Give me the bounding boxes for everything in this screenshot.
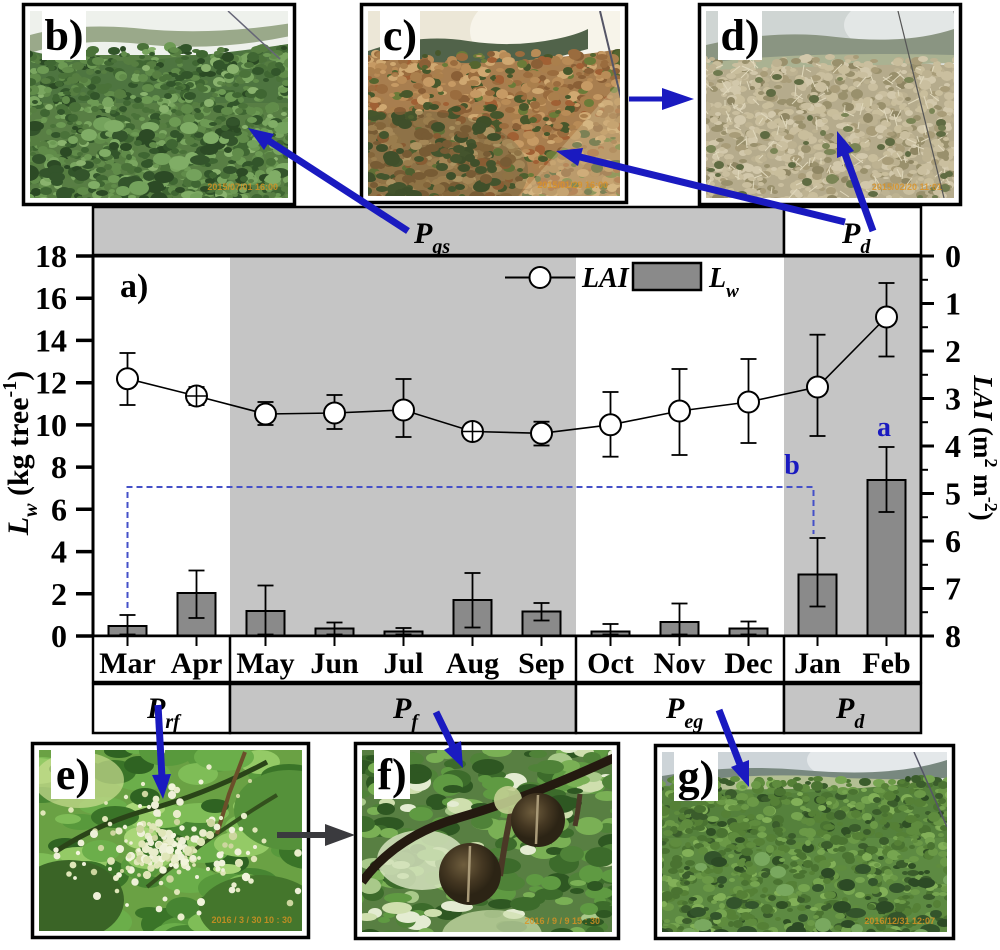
svg-text:5: 5 [945, 476, 961, 512]
svg-text:a: a [877, 412, 891, 443]
svg-text:Jun: Jun [310, 647, 359, 680]
svg-text:18: 18 [35, 238, 67, 274]
svg-text:8: 8 [51, 449, 67, 485]
svg-text:2015/02/20 11:01: 2015/02/20 11:01 [872, 182, 942, 192]
svg-text:Dec: Dec [724, 647, 772, 680]
svg-text:Sep: Sep [518, 647, 565, 680]
svg-text:7: 7 [945, 571, 961, 607]
svg-text:6: 6 [51, 491, 67, 527]
svg-text:4: 4 [51, 534, 67, 570]
svg-text:f): f) [377, 750, 406, 799]
svg-text:Feb: Feb [862, 647, 910, 680]
svg-text:10: 10 [35, 407, 67, 443]
svg-text:Jul: Jul [383, 647, 423, 680]
svg-text:c): c) [383, 11, 417, 60]
svg-text:d): d) [720, 11, 759, 60]
svg-text:b: b [784, 450, 800, 481]
svg-text:0: 0 [945, 238, 961, 274]
svg-text:Apr: Apr [171, 647, 223, 680]
svg-text:2015/07/01 16:00: 2015/07/01 16:00 [207, 182, 278, 192]
svg-text:Jan: Jan [794, 647, 841, 680]
svg-text:14: 14 [35, 322, 67, 358]
svg-text:0: 0 [51, 618, 67, 654]
svg-text:LAI: LAI [581, 263, 630, 294]
svg-text:a): a) [120, 268, 148, 305]
svg-text:2: 2 [51, 576, 67, 612]
svg-text:May: May [236, 647, 294, 680]
svg-text:4: 4 [945, 428, 961, 464]
svg-text:2015/01/29 16:00: 2015/01/29 16:00 [537, 180, 608, 190]
svg-text:2: 2 [945, 333, 961, 369]
svg-text:2016 / 3 / 30 10 : 30: 2016 / 3 / 30 10 : 30 [211, 915, 292, 925]
svg-text:2016 / 9 / 9 15 : 30: 2016 / 9 / 9 15 : 30 [524, 916, 600, 926]
svg-text:3: 3 [945, 381, 961, 417]
svg-text:12: 12 [35, 365, 67, 401]
svg-text:Nov: Nov [654, 647, 706, 680]
svg-text:Aug: Aug [446, 647, 499, 680]
svg-text:Oct: Oct [587, 647, 634, 680]
svg-text:e): e) [56, 750, 90, 799]
svg-text:b): b) [44, 11, 83, 60]
svg-text:16: 16 [35, 280, 67, 316]
svg-text:8: 8 [945, 618, 961, 654]
svg-text:1: 1 [945, 286, 961, 322]
svg-text:6: 6 [945, 523, 961, 559]
svg-text:Mar: Mar [99, 647, 156, 680]
